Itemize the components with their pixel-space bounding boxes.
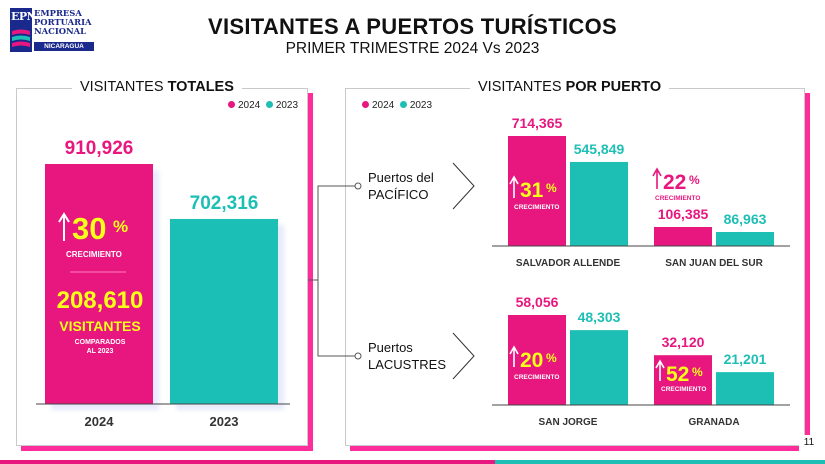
- connector-pacific: [308, 185, 358, 281]
- logo-line-2: PORTUARIA: [34, 17, 92, 27]
- totals-panel-title: VISITANTES TOTALES: [72, 79, 242, 95]
- ports-title-plain: VISITANTES: [478, 79, 566, 95]
- logo-mark: EPN: [10, 8, 37, 52]
- legend-2023-label: 2023: [275, 100, 299, 111]
- x-tick-label: SAN JUAN DEL SUR: [665, 258, 763, 269]
- legend-2024-swatch: [362, 101, 369, 108]
- legend-2024-label: 2024: [372, 100, 395, 111]
- ports-panel-title: VISITANTES POR PUERTO: [470, 79, 670, 95]
- totals-diff-label: VISITANTES: [59, 318, 140, 334]
- chevron-right-icon: [452, 162, 475, 210]
- bar-value-label: 910,926: [65, 138, 134, 159]
- x-tick-label: GRANADA: [688, 417, 739, 428]
- bar-salvador-allende-2024: [508, 136, 566, 246]
- totals-diff-note-1: COMPARADOS: [75, 339, 126, 346]
- growth-pct: 20: [520, 349, 543, 372]
- bar-2024: [45, 164, 153, 404]
- growth-pct: 31: [520, 179, 544, 202]
- growth-san-jorge: 20 % CRECIMIENTO: [509, 345, 559, 381]
- lake-chart: 58,056 48,303 SAN JORGE 32,120 21,201 GRANADA: [492, 294, 790, 428]
- connector-lines: [308, 185, 358, 357]
- logo-line-1: EMPRESA: [34, 8, 82, 18]
- bar-value-label: 32,120: [662, 334, 705, 350]
- growth-label: CRECIMIENTO: [514, 374, 559, 381]
- logo-country: NICARAGUA: [34, 42, 94, 51]
- page-title: VISITANTES A PUERTOS TURÍSTICOS: [207, 14, 617, 39]
- group-lake-line1: Puertos: [368, 340, 413, 355]
- bar-san-jorge-2024: [508, 315, 566, 405]
- arrow-up-icon: [652, 167, 662, 189]
- bottom-stripe: [0, 460, 825, 464]
- logo-abbr: EPN: [11, 10, 37, 23]
- totals-growth-pct: 30: [72, 211, 106, 246]
- bar-value-label: 106,385: [658, 206, 709, 222]
- growth-pct-sign: %: [546, 351, 557, 365]
- logo-line-3: NACIONAL: [34, 26, 87, 36]
- arrow-up-icon: [58, 212, 70, 241]
- growth-pct: 22: [663, 171, 686, 194]
- ports-title-bold: POR PUERTO: [565, 79, 662, 95]
- page-subtitle: PRIMER TRIMESTRE 2024 Vs 2023: [285, 40, 540, 57]
- ports-legend: 2024 2023: [362, 100, 432, 111]
- bar-granada-2024: [654, 355, 712, 405]
- bar-granada-2023: [716, 372, 774, 405]
- group-lake-line2: LACUSTRES: [368, 357, 446, 372]
- pacific-chart: 714,365 545,849 SALVADOR ALLENDE 106,385 86,…: [492, 115, 790, 269]
- legend-2023-swatch: [265, 101, 273, 108]
- growth-salvador-allende: 31 % CRECIMIENTO: [509, 175, 559, 211]
- bar-value-label: 21,201: [724, 351, 767, 367]
- legend-2024-label: 2024: [238, 100, 261, 111]
- totals-growth-pct-sign: %: [113, 217, 128, 236]
- chevron-right-icon: [452, 332, 475, 380]
- growth-pct-sign: %: [692, 365, 703, 379]
- x-tick-label: SAN JORGE: [539, 417, 598, 428]
- page-number: 11: [799, 435, 819, 451]
- growth-pct: 52: [666, 363, 689, 386]
- group-pacific-line1: Puertos del: [368, 170, 434, 185]
- bar-value-label: 714,365: [512, 115, 563, 131]
- connector-dot-pacific: [354, 182, 362, 190]
- totals-legend: 2024 2023: [228, 100, 298, 111]
- bar-salvador-allende-2023: [570, 161, 628, 246]
- arrow-up-icon: [655, 359, 665, 381]
- bar-san-juan-del-sur-2023: [716, 232, 774, 246]
- totals-diff-note-2: AL 2023: [87, 348, 114, 355]
- totals-growth-label: CRECIMIENTO: [66, 250, 122, 259]
- bar-value-label: 48,303: [578, 309, 621, 325]
- growth-granada: 52 % CRECIMIENTO: [655, 359, 706, 393]
- legend-2023-swatch: [399, 101, 407, 108]
- x-tick-label: 2024: [85, 414, 115, 429]
- bar-san-jorge-2023: [570, 330, 628, 405]
- growth-san-juan-del-sur: 22 % CRECIMIENTO: [652, 167, 700, 202]
- growth-pct-sign: %: [689, 173, 700, 187]
- totals-growth-block: 30 % CRECIMIENTO 208,610 VISITANTES COMP…: [57, 211, 144, 355]
- growth-pct-sign: %: [546, 181, 557, 195]
- bar-2023: [170, 218, 278, 404]
- connector-dot-lake: [354, 352, 362, 360]
- totals-title-bold: TOTALES: [167, 79, 234, 95]
- bar-value-label: 545,849: [574, 141, 625, 157]
- growth-label: CRECIMIENTO: [655, 195, 700, 202]
- x-tick-label: SALVADOR ALLENDE: [516, 258, 621, 269]
- connector-lake: [317, 280, 358, 357]
- arrow-up-icon: [509, 175, 519, 198]
- totals-diff-value: 208,610: [57, 287, 144, 314]
- legend-2023-label: 2023: [409, 100, 433, 111]
- bar-value-label: 86,963: [724, 211, 767, 227]
- logo-stripes-icon: [12, 29, 30, 47]
- legend-2024-swatch: [228, 101, 235, 108]
- growth-label: CRECIMIENTO: [514, 204, 559, 211]
- arrow-up-icon: [509, 345, 519, 367]
- totals-title-plain: VISITANTES: [80, 79, 168, 95]
- group-pacific-line2: PACÍFICO: [368, 187, 428, 202]
- growth-label: CRECIMIENTO: [661, 386, 706, 393]
- bar-san-juan-del-sur-2024: [654, 227, 712, 246]
- bar-value-label: 58,056: [516, 294, 559, 310]
- totals-chart: 910,926 2024 702,316 2023: [36, 138, 290, 429]
- bar-value-label: 702,316: [190, 193, 259, 214]
- epn-logo: EPN EMPRESA PORTUARIA NACIONAL NICARAGUA: [10, 8, 94, 52]
- logo-name: EMPRESA PORTUARIA NACIONAL: [34, 9, 92, 36]
- x-tick-label: 2023: [210, 414, 239, 429]
